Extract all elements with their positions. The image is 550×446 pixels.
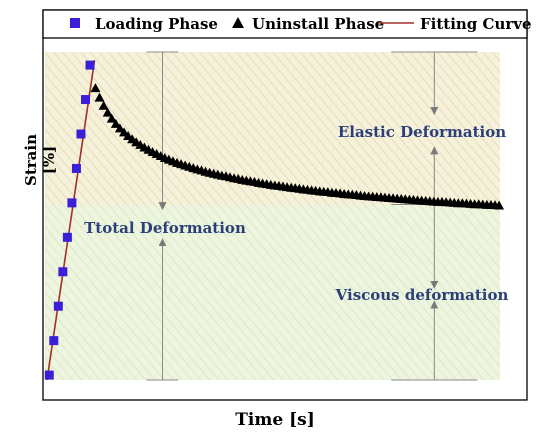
legend-label-loading: Loading Phase: [95, 15, 218, 33]
uninstall-point: [102, 107, 113, 117]
legend-triangle-icon: [232, 17, 244, 28]
y-axis-label: Strain [%]: [22, 134, 58, 186]
uninstall-point: [98, 100, 109, 110]
loading-point: [62, 232, 72, 242]
uninstall-point: [94, 92, 105, 102]
legend-label-uninstall: Uninstall Phase: [252, 15, 384, 33]
loading-point: [49, 336, 59, 346]
loading-phase-markers: [44, 60, 95, 380]
uninstall-point: [494, 200, 505, 210]
loading-point: [53, 301, 63, 311]
legend-label-fitting: Fitting Curve: [420, 15, 532, 33]
annotation-total-deformation: Ttotal Deformation: [84, 219, 246, 237]
legend: Loading Phase Uninstall Phase Fitting Cu…: [42, 9, 532, 39]
uninstall-point: [106, 113, 117, 123]
x-axis-label: Time [s]: [235, 410, 315, 430]
loading-point: [44, 370, 54, 380]
uninstall-point: [110, 118, 121, 128]
uninstall-phase-markers: [90, 83, 505, 210]
legend-square-icon: [70, 18, 80, 28]
annotation-viscous-deformation: Viscous deformation: [335, 286, 509, 304]
loading-point: [71, 163, 81, 173]
legend-box: [42, 9, 528, 39]
loading-point: [76, 129, 86, 139]
uninstall-point: [114, 123, 125, 133]
viscous-region: [45, 204, 500, 380]
loading-point: [58, 267, 68, 277]
fitting-curve-layer: [46, 60, 96, 381]
loading-point: [81, 95, 91, 105]
annotation-elastic-deformation: Elastic Deformation: [338, 123, 506, 141]
uninstall-point: [90, 83, 101, 93]
loading-point: [67, 198, 77, 208]
fitting-curve-line: [46, 60, 96, 381]
loading-point: [85, 60, 95, 70]
